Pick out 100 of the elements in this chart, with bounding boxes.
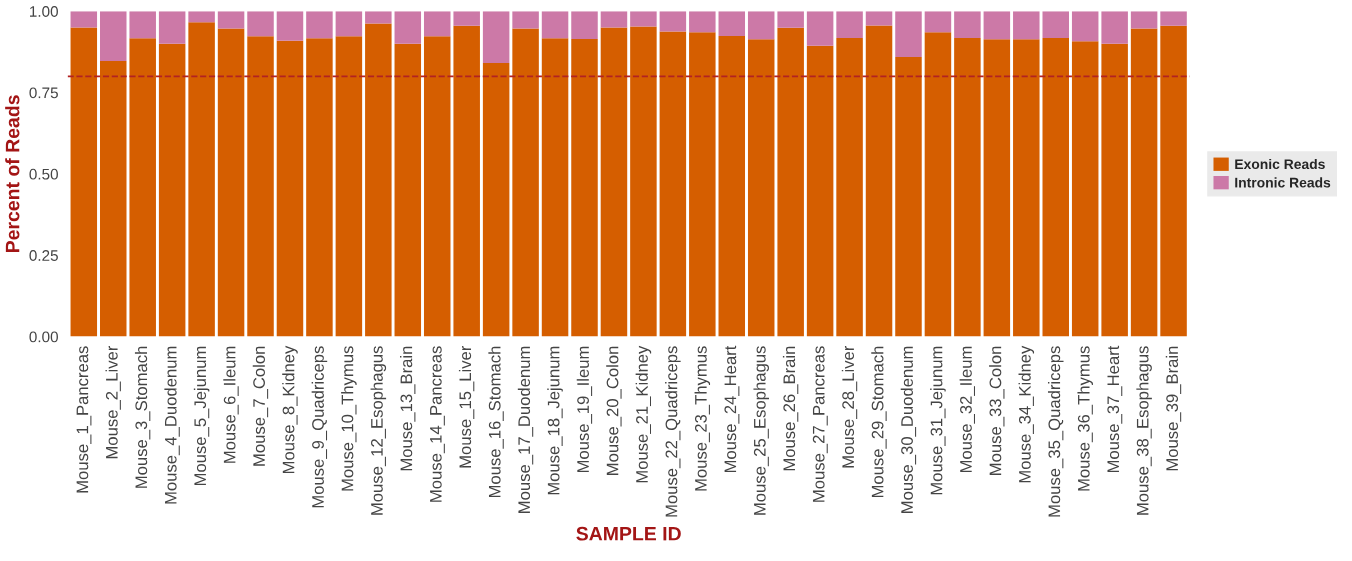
- y-tick-label: 0.00: [29, 331, 58, 343]
- bar: [394, 11, 422, 44]
- bar: [718, 35, 746, 337]
- bar: [895, 11, 922, 58]
- bar: [630, 11, 657, 27]
- bar: [335, 11, 363, 37]
- bar: [70, 27, 98, 337]
- bar: [541, 11, 569, 39]
- x-tick-label: Mouse_35_Quadriceps: [1047, 346, 1064, 517]
- bar: [188, 11, 215, 23]
- x-axis-title: SAMPLE ID: [576, 526, 681, 541]
- x-tick-label: Mouse_23_Thymus: [694, 346, 711, 491]
- x-tick-label: Mouse_9_Quadriceps: [311, 346, 328, 508]
- bar: [659, 11, 687, 32]
- y-axis-title: Percent of Reads: [5, 95, 20, 253]
- x-tick-label: Mouse_33_Colon: [989, 346, 1005, 475]
- x-tick-label: Mouse_2_Liver: [105, 345, 121, 459]
- bar: [954, 37, 981, 337]
- x-tick-label: Mouse_29_Stomach: [871, 346, 887, 498]
- x-tick-label: Mouse_16_Stomach: [488, 346, 504, 498]
- x-tick-label: Mouse_14_Pancreas: [430, 346, 445, 502]
- x-tick-label: Mouse_1_Pancreas: [76, 346, 92, 493]
- bar: [865, 11, 893, 26]
- y-tick-label: 0.25: [29, 250, 58, 261]
- y-tick-label: 0.50: [29, 168, 58, 180]
- x-tick-label: Mouse_8_Kidney: [282, 345, 298, 474]
- bar: [129, 11, 156, 39]
- bar: [100, 61, 127, 337]
- bar: [158, 43, 186, 337]
- x-tick-label: Mouse_26_Brain: [782, 346, 799, 471]
- bar: [247, 11, 274, 37]
- x-tick-label: Mouse_7_Colon: [252, 346, 269, 466]
- bar: [453, 25, 480, 337]
- bar: [777, 11, 804, 28]
- bar: [1071, 41, 1099, 337]
- bar: [1013, 39, 1040, 337]
- bar: [1071, 11, 1099, 42]
- x-tick-label: Mouse_28_Liver: [841, 345, 858, 468]
- bar: [983, 11, 1011, 40]
- x-tick-label: Mouse_32_Ileum: [959, 346, 976, 473]
- x-tick-label: Mouse_34_Kidney: [1018, 345, 1035, 483]
- x-tick-label: Mouse_13_Brain: [400, 346, 416, 471]
- bar: [571, 11, 598, 39]
- bar: [659, 31, 687, 337]
- bar: [836, 37, 863, 337]
- bar: [1160, 11, 1187, 26]
- x-tick-label: Mouse_22_Quadriceps: [665, 346, 681, 517]
- bar: [1101, 11, 1128, 44]
- bar: [1130, 11, 1158, 29]
- bar: [129, 38, 156, 337]
- x-tick-label: Mouse_20_Colon: [606, 346, 622, 475]
- bar: [806, 45, 834, 337]
- x-tick-label: Mouse_21_Kidney: [635, 345, 652, 483]
- bar: [541, 38, 569, 337]
- bar: [512, 11, 539, 29]
- x-tick-label: Mouse_10_Thymus: [341, 346, 357, 491]
- bar: [453, 11, 480, 26]
- bar: [924, 11, 952, 33]
- bar: [423, 36, 451, 337]
- bar: [1101, 43, 1128, 337]
- x-tick-label: Mouse_30_Duodenum: [900, 346, 917, 513]
- x-tick-label: Mouse_18_Jejunum: [547, 346, 563, 495]
- x-tick-label: Mouse_25_Esophagus: [753, 346, 769, 515]
- x-tick-label: Mouse_12_Esophagus: [370, 346, 387, 515]
- x-tick-label: Mouse_39_Brain: [1165, 346, 1182, 471]
- bar: [482, 62, 510, 337]
- bar: [865, 25, 893, 337]
- x-tick-label: Mouse_27_Pancreas: [812, 346, 828, 502]
- bar: [718, 11, 746, 36]
- x-tick-label: Mouse_36_Thymus: [1077, 346, 1093, 491]
- bar: [1130, 28, 1158, 337]
- bar: [689, 32, 716, 337]
- bar: [365, 23, 392, 337]
- bar: [806, 11, 834, 46]
- x-tick-label: Mouse_37_Heart: [1107, 345, 1123, 473]
- x-tick-label: Mouse_24_Heart: [724, 345, 740, 473]
- bar: [394, 43, 422, 337]
- bar: [747, 11, 775, 40]
- bar: [600, 11, 628, 28]
- x-tick-label: Mouse_6_Ileum: [223, 346, 239, 463]
- x-tick-label: Mouse_5_Jejunum: [193, 346, 210, 486]
- bar: [895, 57, 922, 337]
- bar: [100, 11, 127, 61]
- x-tick-label: Mouse_31_Jejunum: [930, 346, 946, 495]
- bar: [1160, 25, 1187, 337]
- bar: [1042, 11, 1069, 38]
- bar: [1013, 11, 1040, 40]
- bar: [630, 26, 657, 337]
- y-tick-label: 1.00: [30, 6, 58, 17]
- bar: [70, 11, 98, 28]
- bar: [276, 11, 304, 41]
- bar: [423, 11, 451, 37]
- bar: [276, 40, 304, 337]
- bar: [335, 36, 363, 337]
- bar: [217, 28, 245, 337]
- x-tick-label: Mouse_4_Duodenum: [164, 346, 180, 504]
- bar: [158, 11, 186, 44]
- bar: [954, 11, 981, 38]
- bar: [482, 11, 510, 63]
- bar: [571, 38, 598, 337]
